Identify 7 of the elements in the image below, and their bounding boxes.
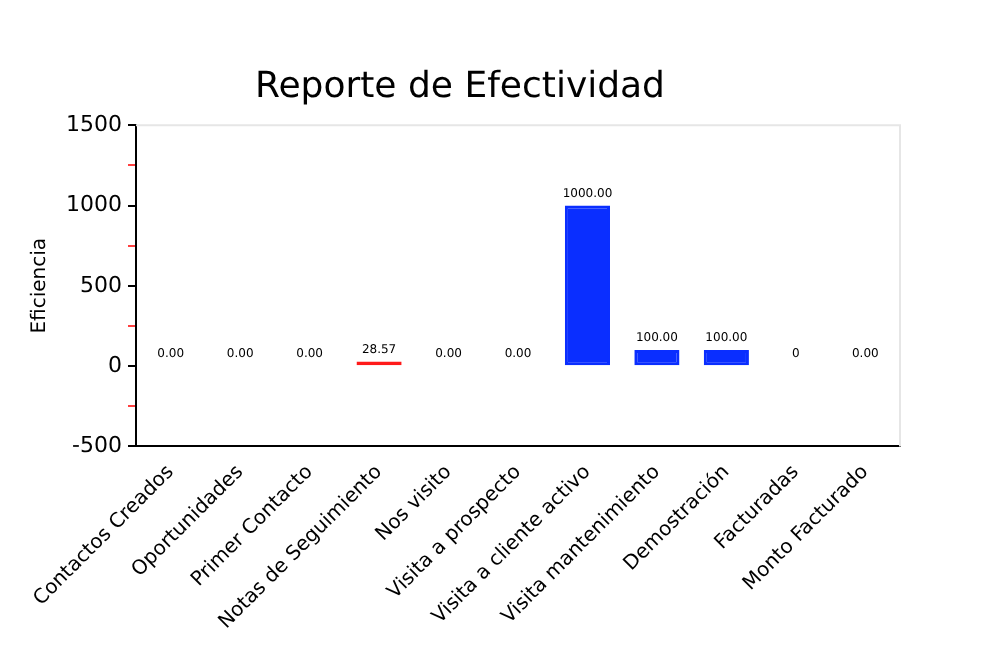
y-axis-title: Eficiencia xyxy=(29,238,52,334)
y-tick-label: -500 xyxy=(72,432,122,459)
y-tick-label: 1500 xyxy=(65,110,122,137)
chart-title: Reporte de Efectividad xyxy=(255,64,665,107)
y-tick-label: 500 xyxy=(79,271,122,298)
y-tick-label: 0 xyxy=(107,351,122,378)
y-tick-label: 1000 xyxy=(65,191,122,218)
